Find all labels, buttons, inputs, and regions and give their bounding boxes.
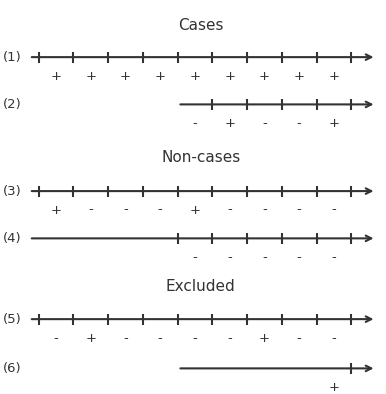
Text: +: + xyxy=(259,332,270,344)
Text: Non-cases: Non-cases xyxy=(161,150,240,165)
Text: Cases: Cases xyxy=(178,18,223,33)
Text: +: + xyxy=(294,70,305,82)
Text: +: + xyxy=(328,70,339,82)
Text: +: + xyxy=(224,117,235,130)
Text: +: + xyxy=(328,117,339,130)
Text: -: - xyxy=(297,332,301,344)
Text: -: - xyxy=(158,332,163,344)
Text: -: - xyxy=(227,332,232,344)
Text: -: - xyxy=(123,204,128,216)
Text: -: - xyxy=(297,251,301,264)
Text: -: - xyxy=(193,117,197,130)
Text: -: - xyxy=(193,251,197,264)
Text: -: - xyxy=(297,204,301,216)
Text: -: - xyxy=(332,332,336,344)
Text: -: - xyxy=(332,204,336,216)
Text: +: + xyxy=(328,381,339,394)
Text: -: - xyxy=(227,204,232,216)
Text: -: - xyxy=(123,332,128,344)
Text: +: + xyxy=(190,204,200,216)
Text: -: - xyxy=(54,332,58,344)
Text: +: + xyxy=(259,70,270,82)
Text: +: + xyxy=(85,332,96,344)
Text: -: - xyxy=(262,117,267,130)
Text: (3): (3) xyxy=(3,185,22,197)
Text: Excluded: Excluded xyxy=(166,279,235,294)
Text: (6): (6) xyxy=(3,362,22,375)
Text: -: - xyxy=(193,332,197,344)
Text: (1): (1) xyxy=(3,51,22,63)
Text: +: + xyxy=(51,204,61,216)
Text: +: + xyxy=(190,70,200,82)
Text: +: + xyxy=(51,70,61,82)
Text: -: - xyxy=(158,204,163,216)
Text: (5): (5) xyxy=(3,313,22,325)
Text: (4): (4) xyxy=(3,232,22,245)
Text: -: - xyxy=(88,204,93,216)
Text: -: - xyxy=(297,117,301,130)
Text: +: + xyxy=(85,70,96,82)
Text: -: - xyxy=(262,251,267,264)
Text: -: - xyxy=(227,251,232,264)
Text: +: + xyxy=(120,70,131,82)
Text: -: - xyxy=(332,251,336,264)
Text: +: + xyxy=(155,70,166,82)
Text: -: - xyxy=(262,204,267,216)
Text: +: + xyxy=(224,70,235,82)
Text: (2): (2) xyxy=(3,98,22,111)
